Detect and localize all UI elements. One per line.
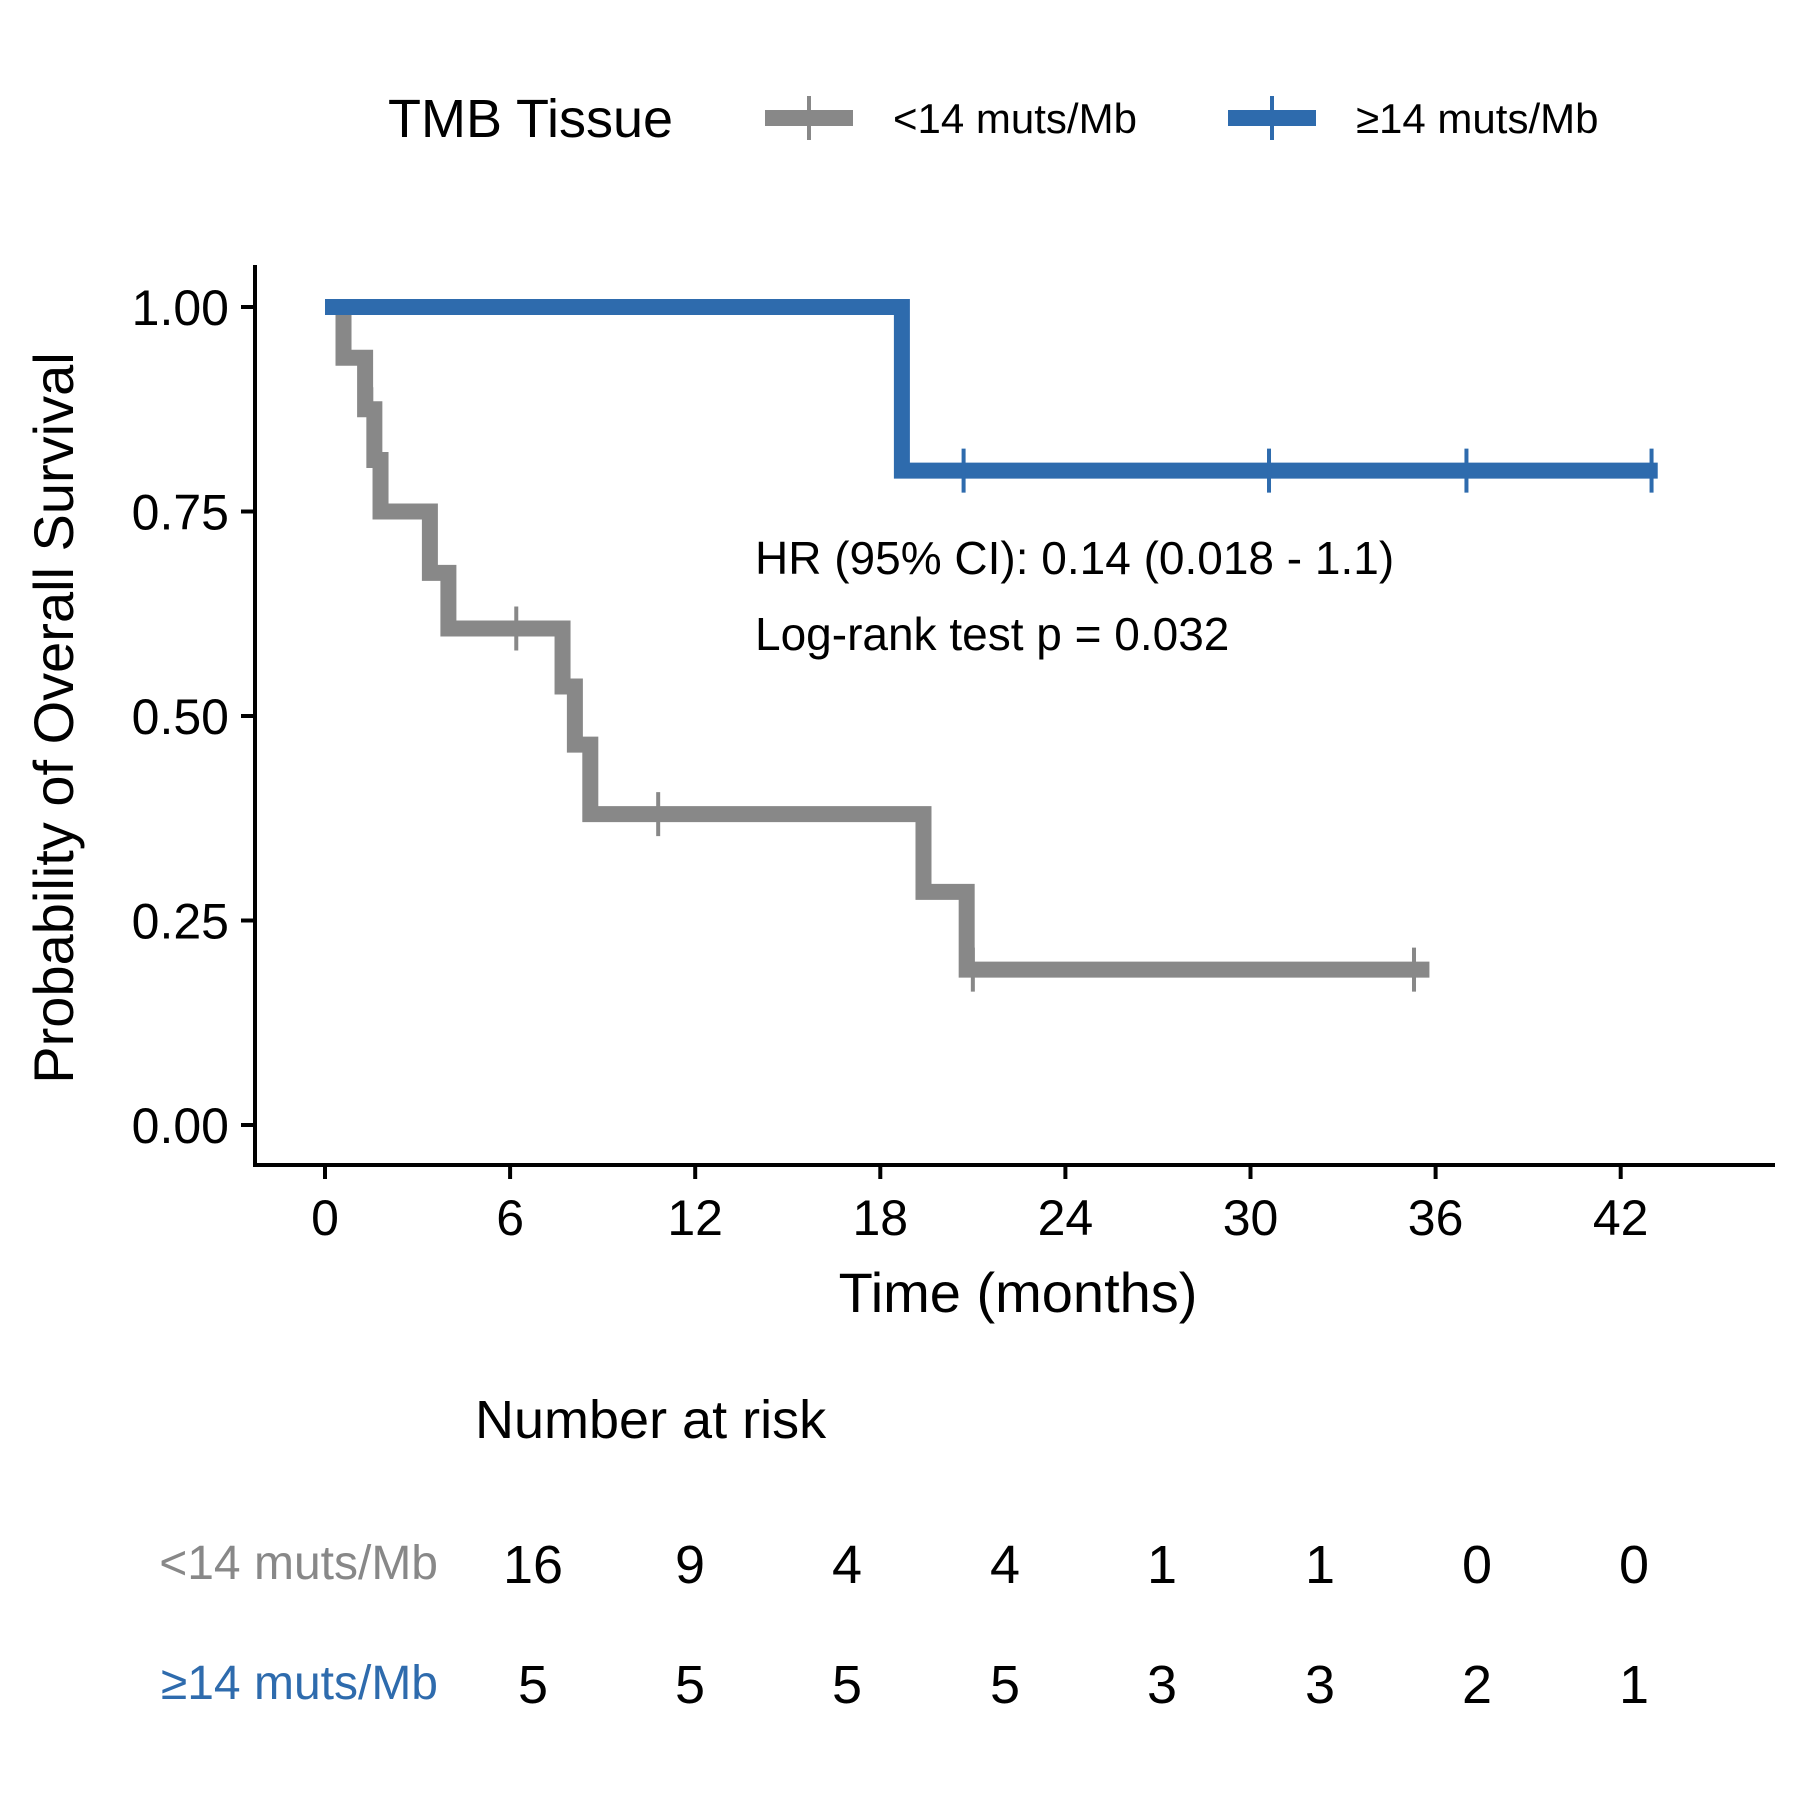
risk-value: 0 (1462, 1535, 1492, 1595)
survival-series-2 (325, 299, 1658, 493)
logrank-annotation: Log-rank test p = 0.032 (755, 608, 1229, 660)
legend-item-2: ≥14 muts/Mb (1228, 95, 1598, 142)
risk-value: 0 (1619, 1535, 1649, 1595)
x-tick-label: 6 (496, 1190, 524, 1246)
risk-table: Number at risk <14 muts/Mb 16 9 4 4 1 1 0 0 ≥14 m… (159, 1390, 1649, 1715)
risk-value: 4 (832, 1535, 862, 1595)
legend-item-1: <14 muts/Mb (765, 95, 1137, 142)
x-tick-label: 36 (1408, 1190, 1464, 1246)
x-tick-label: 30 (1223, 1190, 1279, 1246)
y-tick-label: 0.00 (132, 1098, 229, 1154)
risk-row-2: ≥14 muts/Mb 5 5 5 5 3 3 2 1 (161, 1655, 1649, 1715)
legend-label: <14 muts/Mb (893, 95, 1137, 142)
risk-value: 1 (1619, 1655, 1649, 1715)
axes: 0 6 12 18 24 30 36 42 0.00 0.25 0.50 0.75 1.00 (132, 265, 1775, 1246)
risk-value: 5 (675, 1655, 705, 1715)
risk-value: 9 (675, 1535, 705, 1595)
y-axis-title: Probability of Overall Survival (22, 352, 85, 1083)
x-tick-label: 12 (667, 1190, 723, 1246)
x-tick-label: 0 (311, 1190, 339, 1246)
survival-curve (325, 299, 1430, 978)
x-axis-title: Time (months) (839, 1261, 1198, 1324)
survival-curve (325, 299, 1658, 479)
legend-label: ≥14 muts/Mb (1356, 95, 1598, 142)
risk-value: 2 (1462, 1655, 1492, 1715)
x-tick-label: 24 (1038, 1190, 1094, 1246)
survival-curves (325, 299, 1658, 992)
risk-value: 1 (1147, 1535, 1177, 1595)
risk-value: 16 (503, 1535, 563, 1595)
risk-row-label: ≥14 muts/Mb (161, 1657, 438, 1710)
hr-annotation: HR (95% CI): 0.14 (0.018 - 1.1) (755, 532, 1394, 584)
legend-items: <14 muts/Mb ≥14 muts/Mb (765, 95, 1598, 142)
risk-row-1: <14 muts/Mb 16 9 4 4 1 1 0 0 (159, 1535, 1649, 1595)
y-tick-label: 0.50 (132, 689, 229, 745)
risk-value: 5 (832, 1655, 862, 1715)
risk-table-rows: <14 muts/Mb 16 9 4 4 1 1 0 0 ≥14 muts/Mb 5 5 5 5 3 3 2 1 (159, 1535, 1649, 1715)
risk-table-title: Number at risk (475, 1390, 827, 1450)
risk-value: 5 (990, 1655, 1020, 1715)
risk-value: 5 (518, 1655, 548, 1715)
annotations: HR (95% CI): 0.14 (0.018 - 1.1) Log-rank… (755, 532, 1394, 660)
x-tick-label: 42 (1593, 1190, 1649, 1246)
y-tick-label: 1.00 (132, 280, 229, 336)
risk-value: 1 (1305, 1535, 1335, 1595)
risk-value: 4 (990, 1535, 1020, 1595)
risk-value: 3 (1305, 1655, 1335, 1715)
legend-title: TMB Tissue (388, 89, 673, 149)
survival-series-1 (325, 299, 1430, 992)
legend: TMB Tissue <14 muts/Mb ≥14 muts/Mb (388, 89, 1598, 149)
risk-value: 3 (1147, 1655, 1177, 1715)
x-tick-label: 18 (852, 1190, 908, 1246)
y-tick-label: 0.75 (132, 485, 229, 541)
risk-row-label: <14 muts/Mb (159, 1537, 438, 1590)
y-tick-label: 0.25 (132, 894, 229, 950)
